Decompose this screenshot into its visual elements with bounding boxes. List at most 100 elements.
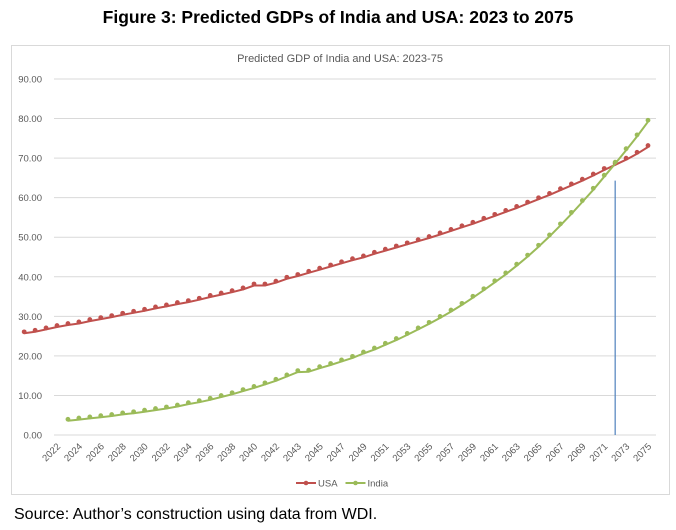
data-point xyxy=(196,295,202,301)
data-point xyxy=(273,278,279,284)
data-point xyxy=(98,413,104,419)
data-point xyxy=(339,357,344,363)
x-tick-label: 2063 xyxy=(500,441,523,464)
data-point xyxy=(612,159,618,165)
legend-marker-icon xyxy=(303,480,309,486)
figure-title: Figure 3: Predicted GDPs of India and US… xyxy=(102,7,574,27)
x-tick-label: 2059 xyxy=(456,441,479,464)
data-point xyxy=(262,281,268,287)
data-point xyxy=(547,232,552,238)
x-tick-label: 2067 xyxy=(544,441,567,464)
y-tick-label: 30.00 xyxy=(18,312,42,323)
data-point xyxy=(284,274,290,280)
y-axis-ticks: 0.00 10.00 20.00 30.00 40.00 50.00 60.00 70.00 8… xyxy=(18,75,42,442)
data-point xyxy=(568,209,574,215)
data-point xyxy=(120,310,126,316)
data-point xyxy=(426,319,432,325)
x-tick-label: 2028 xyxy=(106,441,129,464)
data-point xyxy=(295,368,301,374)
data-point xyxy=(393,243,399,249)
data-point xyxy=(251,281,257,287)
data-point xyxy=(164,404,169,410)
series-india xyxy=(65,117,651,422)
data-point xyxy=(185,400,191,406)
data-point xyxy=(481,215,487,221)
data-point xyxy=(174,300,180,305)
data-point xyxy=(470,219,476,225)
legend-label: India xyxy=(368,479,389,490)
data-point xyxy=(273,376,279,382)
x-tick-label: 2022 xyxy=(40,441,63,464)
data-point xyxy=(109,412,115,417)
source-note: Source: Author’s construction using data… xyxy=(14,506,378,523)
data-point xyxy=(196,398,202,404)
data-point xyxy=(393,336,399,341)
data-point xyxy=(65,416,71,422)
data-point xyxy=(76,415,82,421)
x-axis-ticks: 2022 2024 2026 2028 2030 2032 2034 2036 2038 2040… xyxy=(40,441,654,464)
data-point xyxy=(361,253,366,259)
data-point xyxy=(568,181,574,187)
data-point xyxy=(251,384,257,389)
x-tick-label: 2026 xyxy=(84,441,107,464)
data-point xyxy=(404,331,410,336)
x-tick-label: 2049 xyxy=(347,441,370,464)
data-point xyxy=(448,226,454,232)
data-point xyxy=(634,132,640,138)
y-tick-label: 20.00 xyxy=(18,351,42,362)
series-line-usa xyxy=(24,146,649,335)
data-point xyxy=(164,302,169,308)
data-point xyxy=(503,208,509,213)
data-point xyxy=(109,313,115,319)
data-point xyxy=(459,300,465,306)
data-point xyxy=(590,185,596,191)
data-point xyxy=(306,367,312,373)
data-point xyxy=(153,304,158,310)
series-line-india xyxy=(67,121,649,422)
x-tick-label: 2051 xyxy=(369,441,392,464)
x-tick-label: 2071 xyxy=(588,441,611,464)
data-point xyxy=(284,372,290,378)
data-point xyxy=(240,285,246,291)
data-point xyxy=(382,340,388,346)
data-point xyxy=(470,293,476,299)
x-tick-label: 2032 xyxy=(150,441,173,464)
data-point xyxy=(371,249,377,255)
x-tick-label: 2075 xyxy=(631,441,654,464)
data-point xyxy=(536,242,541,248)
data-point xyxy=(87,317,93,322)
data-point xyxy=(426,234,432,239)
data-point xyxy=(448,307,454,313)
x-tick-label: 2034 xyxy=(172,441,195,464)
data-point xyxy=(503,270,509,276)
gridlines xyxy=(54,78,656,436)
y-tick-label: 50.00 xyxy=(18,233,42,244)
data-point xyxy=(623,146,629,152)
x-tick-label: 2038 xyxy=(216,441,239,464)
legend-marker-icon xyxy=(353,480,358,486)
data-point xyxy=(131,409,137,415)
data-point xyxy=(207,293,213,298)
y-tick-label: 90.00 xyxy=(18,75,42,86)
x-tick-label: 2073 xyxy=(610,441,633,464)
x-tick-label: 2030 xyxy=(128,441,151,464)
data-point xyxy=(437,230,443,236)
data-point xyxy=(492,211,498,217)
chart-area xyxy=(11,45,670,495)
data-point xyxy=(415,325,421,331)
data-point xyxy=(437,314,443,319)
x-tick-label: 2036 xyxy=(194,441,217,464)
data-point xyxy=(229,288,235,294)
x-tick-label: 2057 xyxy=(434,441,457,464)
data-point xyxy=(142,407,147,413)
data-point xyxy=(579,176,585,182)
data-point xyxy=(240,387,246,392)
y-tick-label: 10.00 xyxy=(18,391,42,402)
legend-label: USA xyxy=(318,479,338,490)
y-tick-label: 40.00 xyxy=(18,272,42,283)
data-point xyxy=(645,117,651,123)
x-tick-label: 2043 xyxy=(281,441,304,464)
data-point xyxy=(317,364,323,370)
data-point xyxy=(547,190,552,196)
data-point xyxy=(579,198,585,203)
